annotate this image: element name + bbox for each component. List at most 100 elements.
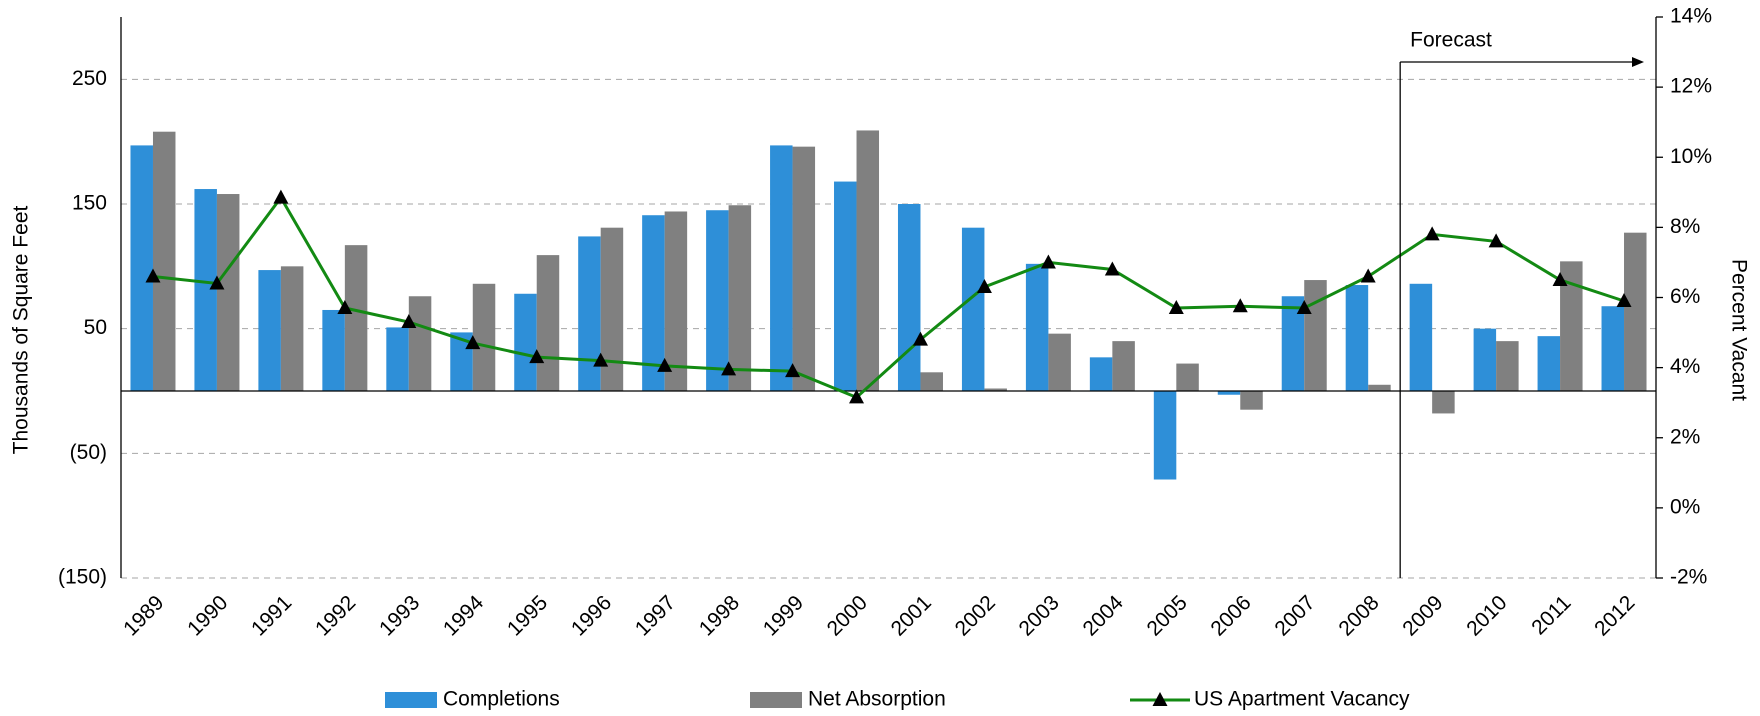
marker (593, 352, 609, 367)
bar (1496, 341, 1519, 391)
bar (664, 211, 688, 391)
x-tick-label: 1989 (119, 591, 168, 640)
bar (1537, 336, 1561, 391)
marker (1616, 293, 1632, 308)
bar (1432, 391, 1455, 414)
bar (152, 131, 176, 391)
marker (1040, 254, 1056, 269)
marker (657, 357, 673, 372)
bar (1345, 285, 1369, 391)
x-tick-label: 1991 (247, 591, 296, 640)
bar (1240, 391, 1263, 410)
legend-label: Net Absorption (808, 688, 946, 711)
y-tick-label: 150 (72, 192, 107, 215)
legend-label: Completions (443, 688, 560, 711)
y-tick-label: (150) (58, 566, 107, 589)
y2-tick-label: 2% (1670, 425, 1700, 448)
marker (209, 275, 225, 290)
marker (1360, 268, 1376, 283)
bar (897, 204, 921, 391)
annotation: Forecast (1410, 29, 1492, 52)
y2-axis-label: Percent Vacant (1727, 259, 1750, 401)
y2-tick-label: 14% (1670, 5, 1712, 28)
bar (1473, 328, 1497, 391)
arrow-head (1632, 57, 1644, 67)
bar (408, 296, 432, 391)
bar (834, 181, 857, 391)
bar (1025, 263, 1049, 391)
legend-swatch (385, 692, 437, 708)
bar (344, 245, 368, 391)
marker (1232, 298, 1248, 313)
bar (642, 215, 665, 391)
legend-swatch (750, 692, 802, 708)
bar (984, 388, 1007, 391)
bar (536, 255, 560, 391)
marker (337, 300, 353, 315)
marker (1104, 261, 1120, 276)
y2-tick-label: 4% (1670, 355, 1700, 378)
x-tick-label: 1995 (503, 591, 552, 640)
x-tick-label: 2002 (951, 591, 1000, 640)
bar (1281, 296, 1305, 391)
x-tick-label: 2011 (1527, 591, 1575, 639)
bar (1409, 283, 1433, 391)
bar (578, 236, 601, 391)
x-tick-label: 2009 (1398, 591, 1447, 640)
marker (145, 268, 161, 283)
y2-tick-label: -2% (1670, 566, 1707, 589)
marker (1424, 226, 1440, 241)
x-tick-label: 1993 (375, 591, 424, 640)
x-tick-label: 2004 (1079, 591, 1129, 641)
x-tick-label: 1999 (759, 591, 808, 640)
x-tick-label: 2000 (823, 591, 872, 640)
bar (1217, 391, 1241, 395)
bar (322, 309, 345, 391)
bar (1089, 357, 1113, 391)
marker (1488, 233, 1504, 248)
bar (386, 327, 409, 391)
marker (849, 389, 865, 404)
legend-label: US Apartment Vacancy (1194, 688, 1410, 711)
bar (1112, 341, 1135, 391)
x-tick-label: 2006 (1206, 591, 1255, 640)
bar (920, 372, 943, 391)
y-axis-label: Thousands of Square Feet (10, 206, 33, 455)
bar (216, 194, 240, 391)
x-tick-label: 2010 (1462, 591, 1511, 640)
y2-tick-label: 8% (1670, 215, 1700, 238)
x-tick-label: 2001 (887, 591, 936, 640)
x-tick-label: 1990 (183, 591, 232, 640)
y2-tick-label: 10% (1670, 145, 1712, 168)
y-tick-label: 50 (84, 316, 107, 339)
marker (401, 314, 417, 329)
x-tick-label: 2008 (1334, 591, 1383, 640)
bar (194, 189, 217, 391)
bar (1560, 261, 1583, 391)
bar (1153, 391, 1177, 480)
marker (465, 335, 481, 350)
marker (785, 363, 801, 378)
line (152, 194, 1625, 400)
legend-marker (1152, 692, 1168, 706)
marker (1168, 300, 1184, 315)
bar (280, 266, 304, 391)
marker (529, 349, 545, 364)
bar (1304, 280, 1327, 391)
bar (1048, 333, 1071, 391)
y2-tick-label: 0% (1670, 495, 1700, 518)
marker (976, 278, 992, 293)
x-tick-label: 1994 (439, 591, 489, 641)
bar (792, 146, 816, 391)
y-tick-label: 250 (72, 67, 107, 90)
x-tick-label: 2007 (1270, 591, 1319, 640)
x-tick-label: 2005 (1142, 591, 1191, 640)
x-tick-label: 1992 (311, 591, 360, 640)
x-tick-label: 2003 (1015, 591, 1064, 640)
bar (130, 145, 153, 391)
marker (912, 331, 928, 346)
marker (1552, 271, 1568, 286)
marker (1296, 300, 1312, 315)
x-tick-label: 1996 (567, 591, 616, 640)
